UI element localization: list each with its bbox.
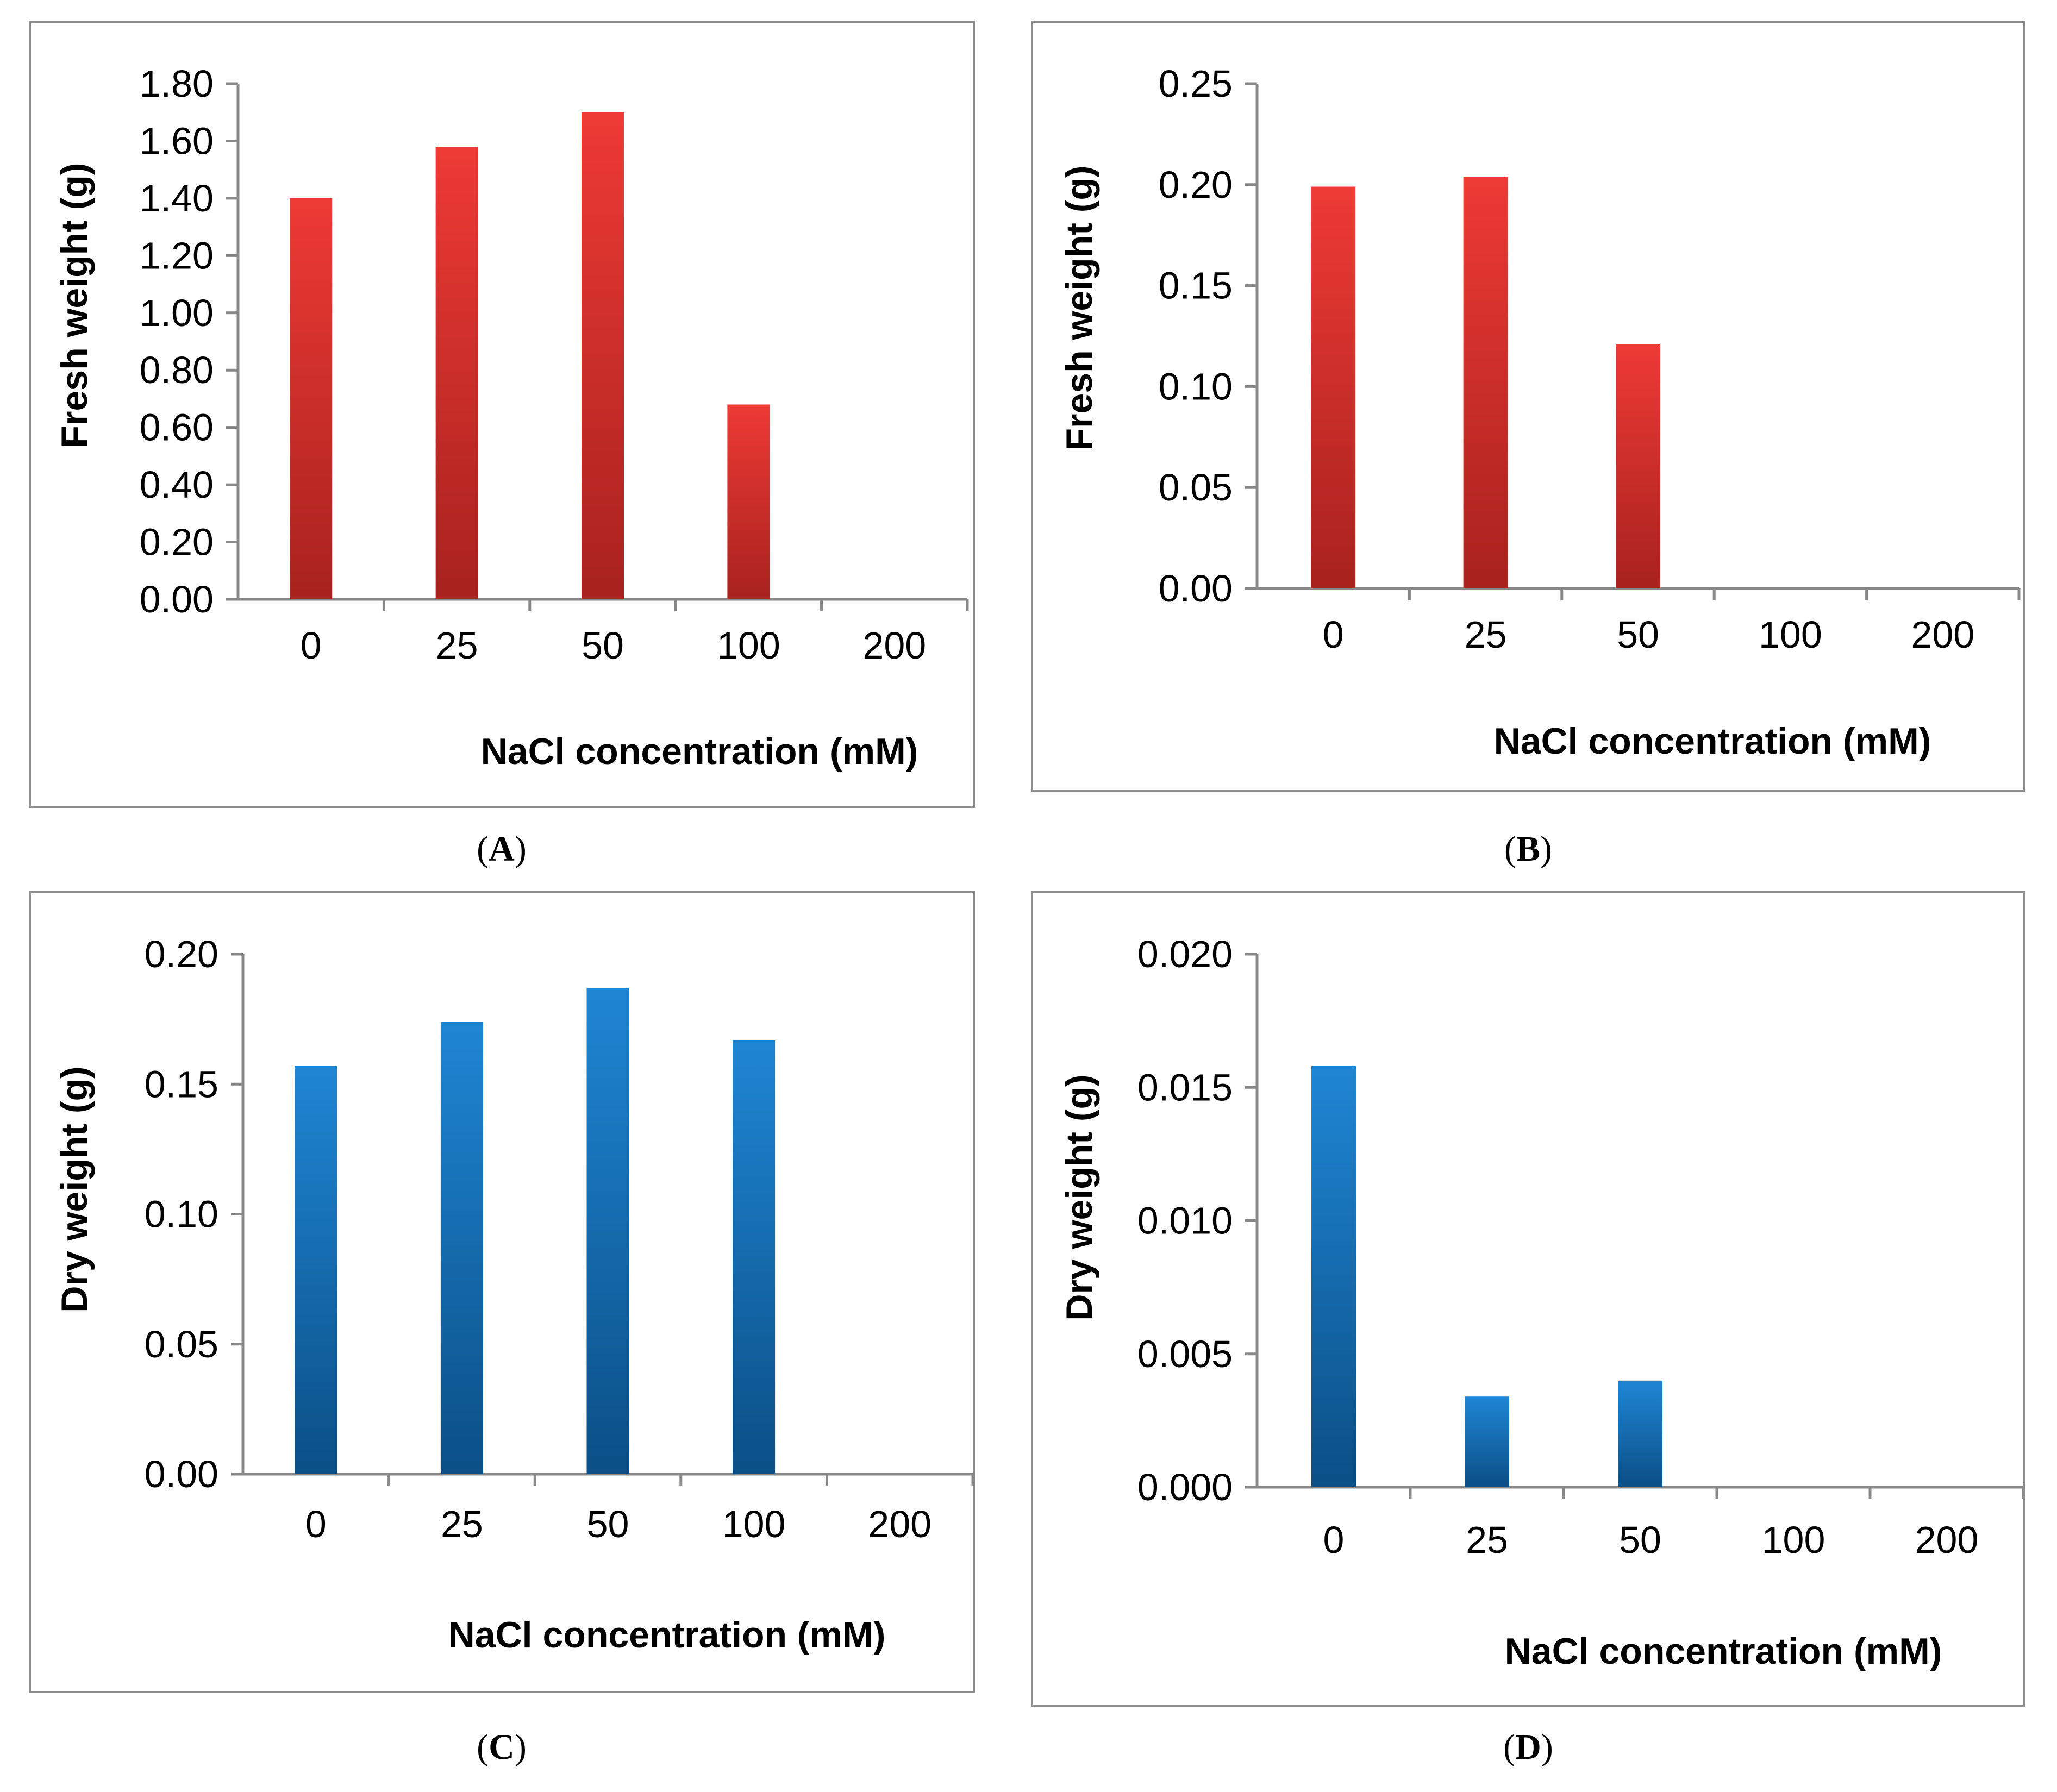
y-tick-label: 0.00 [145,1453,218,1495]
y-tick-label: 0.020 [1137,933,1233,975]
y-tick-label: 1.80 [140,62,214,105]
x-tick-label: 50 [582,624,624,667]
x-tick-label: 0 [1323,1519,1345,1561]
x-axis-title: NaCl concentration (mM) [481,731,918,772]
x-axis-title: NaCl concentration (mM) [1494,720,1931,762]
x-axis-title: NaCl concentration (mM) [1505,1631,1942,1672]
x-tick-label: 50 [587,1503,629,1545]
y-tick-label: 0.20 [145,933,218,975]
bar-50 [582,112,624,599]
y-tick-label: 0.40 [140,463,214,506]
y-tick-label: 0.00 [140,578,214,621]
bar-50 [1618,1380,1662,1487]
y-tick-label: 0.20 [1159,164,1233,206]
bar-25 [1463,176,1508,588]
y-tick-label: 1.20 [140,234,214,277]
bar-50 [586,988,629,1474]
bar-100 [727,404,770,599]
x-tick-label: 200 [868,1503,931,1545]
y-tick-label: 1.40 [140,177,214,220]
bar-0 [1311,186,1356,588]
y-axis-title: Dry weight (g) [1059,1074,1100,1320]
y-axis-title: Fresh weight (g) [54,162,95,448]
chart-panel-c: 0.00 0.05 0.10 0.15 0.20 0 25 50 100 200 NaCl conc… [29,891,975,1693]
y-tick-label: 0.15 [1159,265,1233,307]
caption-a: (A) [477,829,527,869]
y-tick-label: 0.00 [1159,567,1233,610]
x-tick-label: 50 [1617,613,1659,656]
y-tick-label: 0.25 [1159,62,1233,105]
x-tick-label: 200 [1915,1519,1979,1561]
y-tick-label: 1.60 [140,120,214,162]
y-tick-label: 0.015 [1137,1066,1233,1108]
x-tick-label: 0 [301,624,322,667]
y-tick-label: 1.00 [140,292,214,334]
bar-100 [733,1039,776,1474]
bar-0 [295,1066,337,1474]
chart-c: 0.00 0.05 0.10 0.15 0.20 0 25 50 100 200 NaCl conc… [54,933,973,1656]
bar-50 [1616,344,1660,588]
x-tick-label: 100 [717,624,780,667]
x-tick-label: 100 [722,1503,786,1545]
y-tick-label: 0.60 [140,406,214,449]
x-tick-label: 25 [1465,613,1507,656]
x-tick-label: 100 [1759,613,1822,656]
bar-0 [1311,1066,1356,1487]
x-tick-label: 0 [1323,613,1344,656]
y-axis-title: Dry weight (g) [54,1066,95,1312]
y-tick-label: 0.05 [145,1323,218,1365]
x-tick-label: 50 [1619,1519,1661,1561]
chart-a: 0.00 0.20 0.40 0.60 0.80 1.00 1.20 1.40 1.60 1.80… [54,62,969,772]
y-tick-label: 0.010 [1137,1200,1233,1242]
y-tick-label: 0.005 [1137,1333,1233,1375]
y-tick-label: 0.20 [140,521,214,563]
chart-b: 0.00 0.05 0.10 0.15 0.20 0.25 0 25 50 100 200 NaCl … [1059,62,2021,762]
caption-c: (C) [477,1727,527,1767]
chart-panel-a: 0.00 0.20 0.40 0.60 0.80 1.00 1.20 1.40 1.60 1.80… [29,21,975,808]
y-tick-label: 0.80 [140,349,214,391]
y-tick-label: 0.10 [145,1193,218,1236]
y-tick-label: 0.10 [1159,365,1233,408]
chart-panel-b: 0.00 0.05 0.10 0.15 0.20 0.25 0 25 50 100 200 NaCl … [1031,21,2025,792]
chart-d: 0.000 0.005 0.010 0.015 0.020 0 25 50 100 200 NaCl… [1059,933,2023,1672]
x-tick-label: 25 [441,1503,483,1545]
caption-b: (B) [1504,829,1552,869]
bar-25 [1465,1396,1509,1487]
chart-panel-d: 0.000 0.005 0.010 0.015 0.020 0 25 50 100 200 NaCl… [1031,891,2025,1707]
bar-0 [290,198,333,599]
y-tick-label: 0.000 [1137,1466,1233,1508]
x-tick-label: 0 [305,1503,327,1545]
x-tick-label: 25 [436,624,478,667]
y-axis-title: Fresh weight (g) [1059,165,1100,450]
caption-d: (D) [1503,1727,1553,1767]
x-tick-label: 200 [862,624,926,667]
x-tick-label: 25 [1466,1519,1508,1561]
bar-25 [435,146,478,599]
y-tick-label: 0.15 [145,1063,218,1105]
x-axis-title: NaCl concentration (mM) [448,1614,886,1656]
x-tick-label: 100 [1762,1519,1825,1561]
y-tick-label: 0.05 [1159,466,1233,509]
bar-25 [440,1022,483,1474]
x-tick-label: 200 [1911,613,1974,656]
